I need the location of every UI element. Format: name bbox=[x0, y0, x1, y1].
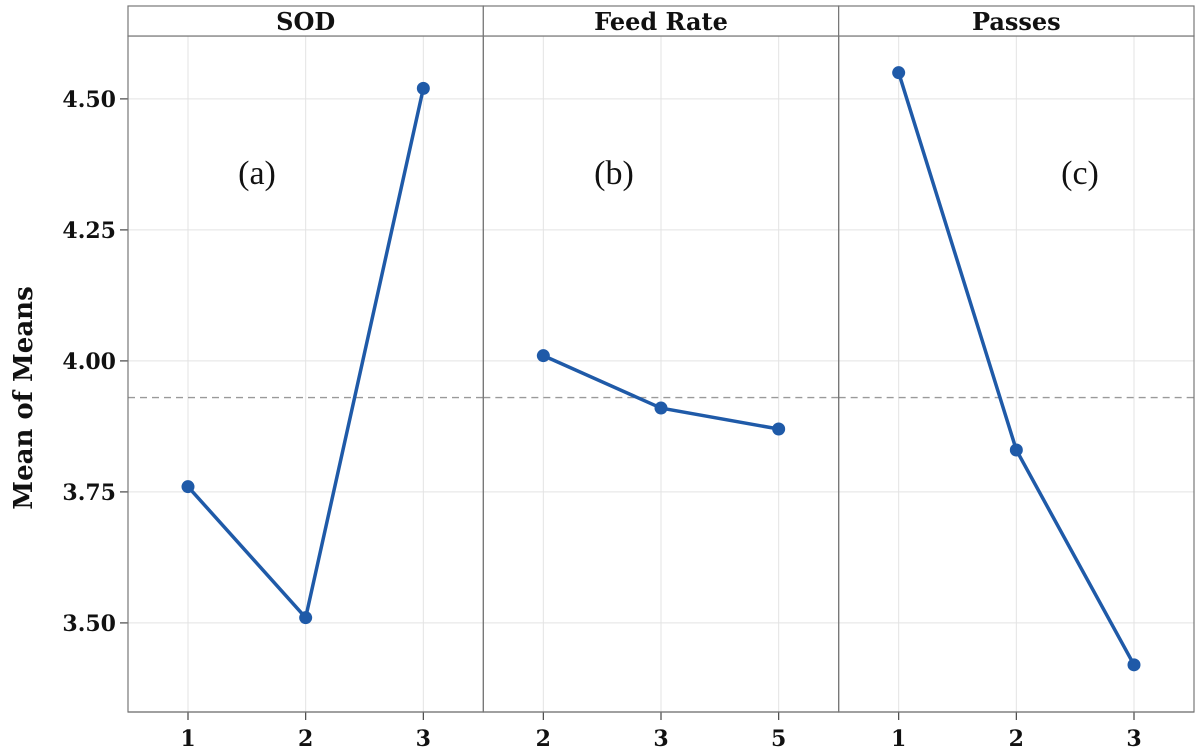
x-tick-label: 5 bbox=[771, 726, 786, 752]
data-point bbox=[416, 81, 430, 95]
x-tick-label: 3 bbox=[416, 726, 431, 752]
panel-header bbox=[838, 5, 1195, 37]
y-tick-label: 3.75 bbox=[62, 480, 116, 506]
panel-header bbox=[127, 5, 484, 37]
x-tick-label: 2 bbox=[536, 726, 551, 752]
x-tick-label: 1 bbox=[891, 726, 906, 752]
grid-layer bbox=[128, 36, 1194, 712]
data-point bbox=[772, 422, 786, 436]
panel-title: SOD bbox=[276, 7, 335, 36]
panel-annotation: (a) bbox=[238, 155, 276, 192]
data-point bbox=[892, 66, 906, 80]
y-tick-label: 4.00 bbox=[62, 349, 116, 375]
y-axis-label: Mean of Means bbox=[9, 286, 39, 509]
data-point bbox=[654, 401, 668, 415]
series-layer bbox=[181, 66, 1141, 672]
label-layer: 3.50 3.75 4.00 4.25 4.50 SOD (a) 1 2 3 Feed Rate (b… bbox=[62, 7, 1141, 752]
y-tick-label: 4.25 bbox=[62, 218, 116, 244]
panel-title: Passes bbox=[972, 7, 1061, 36]
x-tick-label: 3 bbox=[653, 726, 668, 752]
panel-title: Feed Rate bbox=[594, 7, 728, 36]
data-point bbox=[536, 349, 550, 363]
y-tick-label: 3.50 bbox=[62, 611, 116, 637]
panel-frames bbox=[120, 5, 1195, 720]
panel-annotation: (b) bbox=[594, 155, 634, 192]
x-tick-label: 3 bbox=[1126, 726, 1141, 752]
data-point bbox=[299, 611, 313, 625]
x-tick-label: 2 bbox=[298, 726, 313, 752]
x-tick-label: 2 bbox=[1009, 726, 1024, 752]
data-point bbox=[1009, 443, 1023, 457]
x-tick-label: 1 bbox=[180, 726, 195, 752]
data-point bbox=[181, 480, 195, 494]
y-tick-label: 4.50 bbox=[62, 87, 116, 113]
data-point bbox=[1127, 658, 1141, 672]
panel-annotation: (c) bbox=[1061, 155, 1099, 192]
